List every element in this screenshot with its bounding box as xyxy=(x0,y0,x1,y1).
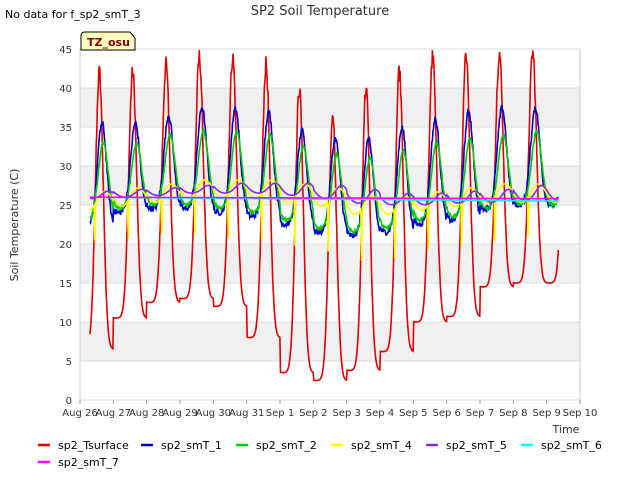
x-tick-label: Sep 4 xyxy=(366,408,394,419)
legend-label-sp2_smT_4: sp2_smT_4 xyxy=(351,439,412,452)
y-tick-label: 15 xyxy=(59,279,72,290)
x-tick-label: Aug 30 xyxy=(196,408,231,419)
legend-label-sp2_smT_7: sp2_smT_7 xyxy=(58,456,119,469)
legend-label-sp2_smT_2: sp2_smT_2 xyxy=(256,439,317,452)
y-axis-label: Soil Temperature (C) xyxy=(8,169,21,282)
series-line-sp2_Tsurface xyxy=(89,50,560,382)
x-tick-label: Sep 3 xyxy=(332,408,360,419)
x-tick-label: Sep 9 xyxy=(532,408,560,419)
y-tick-label: 40 xyxy=(59,84,72,95)
x-tick-label: Aug 27 xyxy=(96,408,131,419)
timezone-badge: TZ_osu xyxy=(80,31,136,51)
legend-label-sp2_smT_1: sp2_smT_1 xyxy=(161,439,222,452)
x-tick-label: Sep 1 xyxy=(266,408,294,419)
legend-label-sp2_smT_5: sp2_smT_5 xyxy=(446,439,507,452)
x-tick-label: Sep 7 xyxy=(466,408,494,419)
y-tick-label: 45 xyxy=(59,45,72,56)
y-tick-label: 30 xyxy=(59,162,72,173)
y-tick-label: 35 xyxy=(59,123,72,134)
x-tick-label: Sep 6 xyxy=(432,408,460,419)
legend-label-sp2_Tsurface: sp2_Tsurface xyxy=(58,439,129,452)
x-tick-label: Sep 2 xyxy=(299,408,327,419)
x-tick-label: Sep 10 xyxy=(563,408,598,419)
x-tick-label: Aug 29 xyxy=(162,408,197,419)
legend-label-sp2_smT_6: sp2_smT_6 xyxy=(541,439,602,452)
legend: sp2_Tsurface sp2_smT_1 sp2_smT_2 sp2_smT_4 s… xyxy=(38,439,602,469)
band-15-20 xyxy=(80,244,580,283)
x-axis-label: Time xyxy=(552,423,580,436)
badge-label: TZ_osu xyxy=(87,36,130,49)
y-axis-ticks: 0 5 10 15 20 25 30 35 40 45 xyxy=(59,45,72,407)
band-5-10 xyxy=(80,322,580,361)
badge-shape xyxy=(80,31,136,51)
x-tick-label: Aug 28 xyxy=(129,408,164,419)
x-tick-label: Sep 8 xyxy=(499,408,527,419)
no-data-note: No data for f_sp2_smT_3 xyxy=(5,8,141,21)
y-tick-label: 25 xyxy=(59,201,72,212)
x-tick-label: Sep 5 xyxy=(399,408,427,419)
x-tick-label: Aug 31 xyxy=(229,408,264,419)
x-tick-label: Aug 26 xyxy=(62,408,97,419)
series-layer xyxy=(89,50,560,382)
series-line-sp2_smT_7 xyxy=(90,196,559,200)
chart-title: SP2 Soil Temperature xyxy=(251,4,389,19)
grid xyxy=(80,48,580,401)
y-tick-label: 10 xyxy=(59,318,72,329)
y-tick-label: 20 xyxy=(59,240,72,251)
y-tick-label: 0 xyxy=(66,396,72,407)
y-tick-label: 5 xyxy=(66,357,72,368)
